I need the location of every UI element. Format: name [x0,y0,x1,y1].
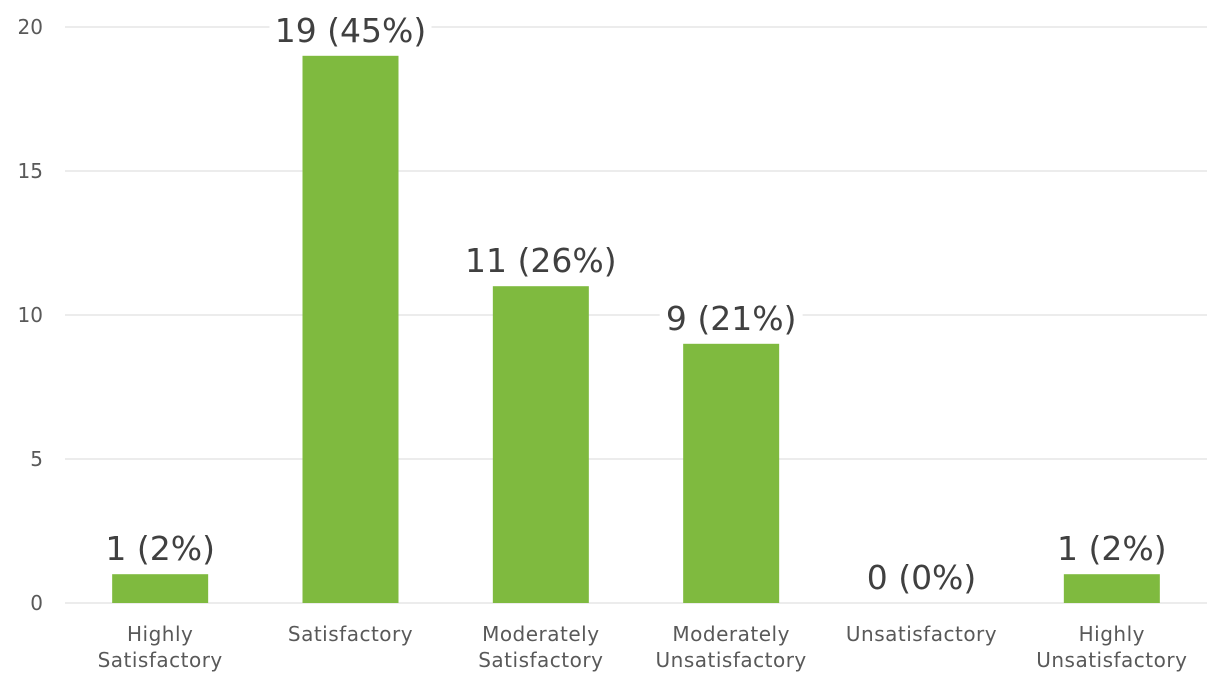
bar [492,286,589,603]
data-labels: 1 (2%) 19 (45%) 11 (26%) 9 (21%) 0 (0%) 1 (2%… [98,9,1174,599]
x-category-label: Moderately Unsatisfactory [656,622,807,672]
x-category-label: Moderately Satisfactory [478,622,603,672]
x-category-label: Unsatisfactory [846,622,997,646]
data-label: 1 (2%) [105,529,215,568]
x-category-label-line: Unsatisfactory [656,648,807,672]
data-label-group: 1 (2%) [1049,528,1174,571]
data-label-group: 11 (26%) [459,240,622,283]
y-tick-label: 20 [18,15,43,39]
data-label-background [1049,528,1174,571]
data-label-group: 0 (0%) [859,557,984,599]
data-label-background [459,240,622,283]
gridlines [65,26,1207,604]
x-category-label-line: Satisfactory [288,622,413,646]
y-tick-label: 10 [18,303,43,327]
bar [683,343,780,603]
data-label-background [659,297,803,340]
x-category-label: Satisfactory [288,622,413,646]
x-category-label-line: Moderately [672,622,790,646]
bar [302,55,399,604]
x-category-label-line: Moderately [482,622,600,646]
y-axis-ticks: 0 5 10 15 20 [18,15,43,615]
data-label-background [98,528,223,571]
x-category-label-line: Satisfactory [478,648,603,672]
bars [112,55,1160,604]
y-tick-label: 15 [18,159,43,183]
data-label: 0 (0%) [867,558,977,597]
data-label: 1 (2%) [1057,529,1167,568]
data-label: 19 (45%) [275,11,427,50]
bar [112,574,209,603]
x-category-label: Highly Satisfactory [98,622,223,672]
data-label-group: 19 (45%) [269,9,432,52]
bar [1063,574,1160,603]
x-category-label-line: Unsatisfactory [846,622,997,646]
x-category-label-line: Satisfactory [98,648,223,672]
data-label-group: 9 (21%) [659,297,803,340]
x-category-label-line: Highly [1079,622,1145,646]
y-tick-label: 0 [30,591,43,615]
x-category-label-line: Unsatisfactory [1036,648,1187,672]
data-label-group: 1 (2%) [98,528,223,571]
data-label-background [859,557,984,599]
data-label: 9 (21%) [666,299,797,338]
data-label-background [269,9,432,52]
data-label: 11 (26%) [465,241,617,280]
x-category-label-line: Highly [127,622,193,646]
x-category-label: Highly Unsatisfactory [1036,622,1187,672]
y-tick-label: 5 [30,447,43,471]
